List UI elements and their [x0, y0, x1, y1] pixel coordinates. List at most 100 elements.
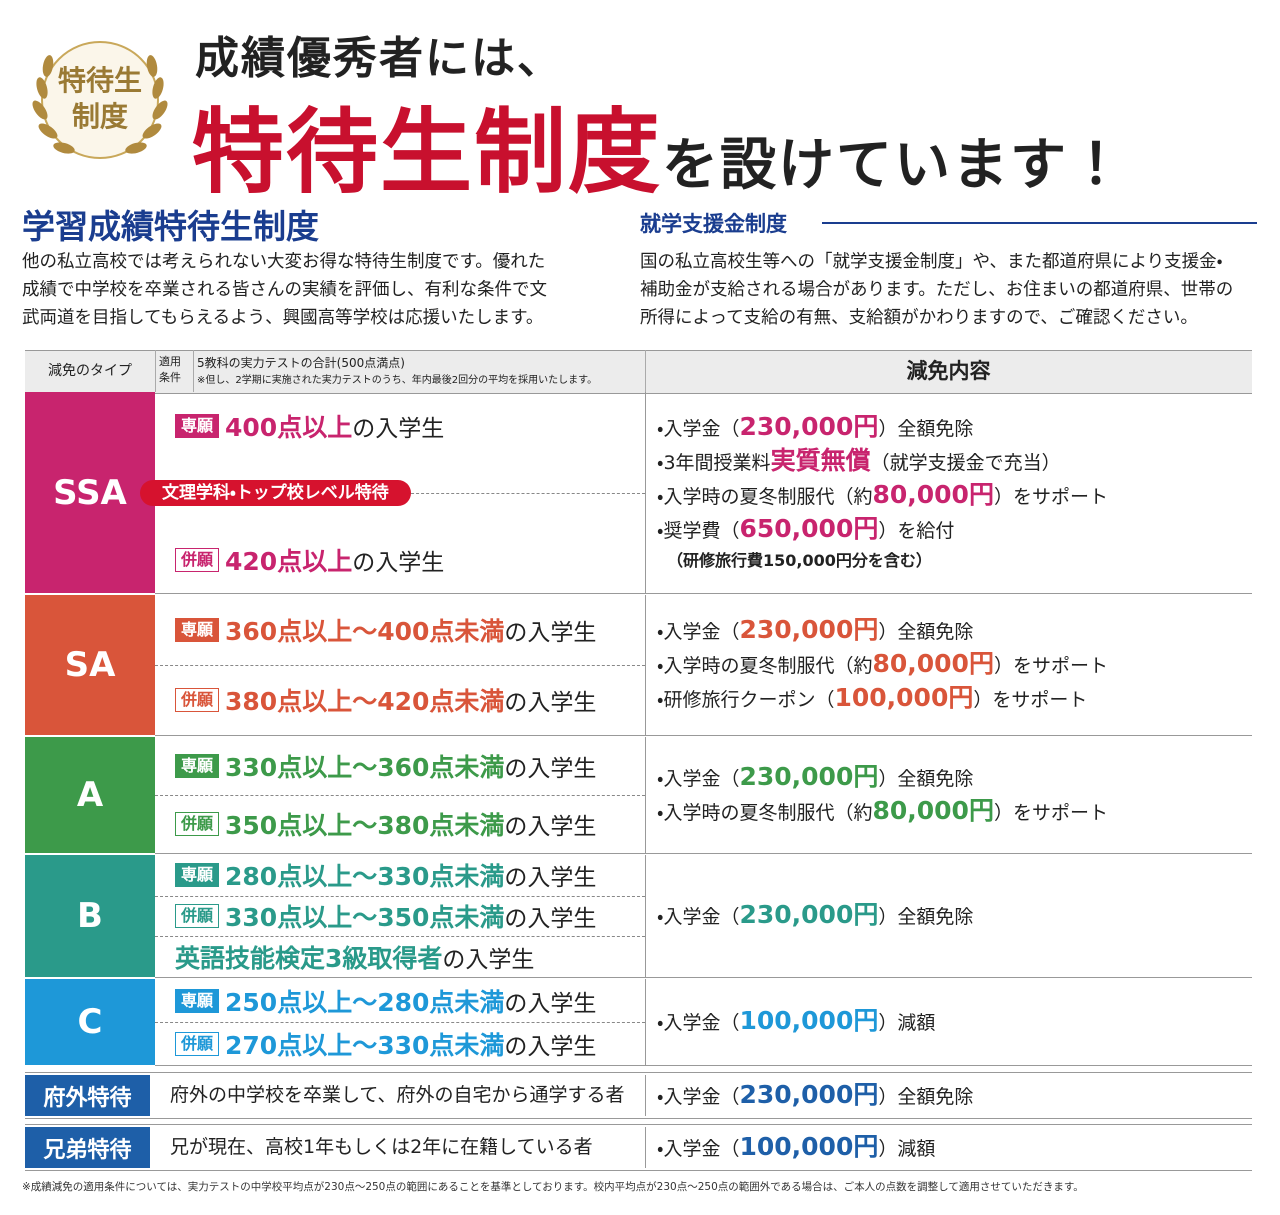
head-cond-label-line: 適用 [159, 355, 181, 368]
highlight: 360点以上～400点未満 [225, 617, 505, 646]
text: ）をサポート [973, 689, 1088, 711]
text: ・3年間授業料 [657, 452, 771, 474]
benefit-line: ・研修旅行クーポン（100,000円）をサポート [657, 682, 1252, 716]
tag: 併願 [175, 903, 220, 928]
condition: 併願 330点以上～350点未満 の入学生 [155, 896, 645, 937]
dash [155, 1022, 645, 1023]
condition: 英語技能検定3級取得者 の入学生 [155, 936, 645, 977]
text: ）全額免除 [878, 1085, 974, 1108]
text: ）をサポート [993, 486, 1108, 508]
body-line: 補助金が支給される場合があります。ただし、お住まいの都道府県、世帯の [640, 280, 1234, 300]
benefit-cell: ・入学金（100,000円）減額 [645, 1127, 1252, 1168]
highlight: 420点以上 [225, 546, 353, 576]
text: の入学生 [442, 946, 535, 973]
tag: 併願 [175, 547, 220, 572]
highlight: 250点以上～280点未満 [225, 987, 505, 1017]
col-line [645, 1127, 646, 1168]
headline: 成績優秀者には、 [195, 33, 563, 84]
col-line [193, 350, 194, 392]
text: （就学支援金で充当） [870, 452, 1061, 474]
text: ）減額 [878, 1012, 936, 1034]
benefit-line: ・入学金（230,000円）全額免除 [657, 761, 1252, 795]
head-cond-label: 適用 条件 [159, 354, 181, 386]
dash [155, 665, 645, 666]
highlight: 350点以上～380点未満 [225, 811, 505, 840]
body-line: 国の私立高校生等への「就学支援金制度」や、また都道府県により支援金・ [640, 252, 1223, 272]
highlight: 100,000円 [834, 683, 974, 712]
highlight: 230,000円 [739, 900, 879, 929]
text: ・研修旅行クーポン（ [657, 689, 835, 711]
type-cell: SA [25, 595, 155, 735]
type-cell: B [25, 855, 155, 977]
badge-text: 特待生 [58, 64, 142, 97]
col-line [645, 979, 646, 1065]
benefit-line: （研修旅行費150,000円分を含む） [657, 547, 1252, 574]
row-frame [25, 1124, 1252, 1171]
condition: 併願 380点以上～420点未満 の入学生 [155, 665, 645, 735]
row-border [155, 853, 1252, 854]
body-line: 成績で中学校を卒業される皆さんの実績を評価し、有利な条件で文 [22, 280, 547, 300]
highlight: 実質無償 [770, 446, 871, 475]
condition-cell: 専願 360点以上～400点未満 の入学生 併願 380点以上～420点未満 の入学生 [155, 595, 645, 735]
text: ）全額免除 [878, 906, 974, 928]
highlight: 330点以上～360点未満 [225, 753, 505, 782]
highlight: 80,000円 [872, 796, 994, 825]
head-cond-note: ※但し、2学期に実施された実力テストのうち、年内最後2回分の平均を採用いたします… [197, 375, 598, 386]
condition: 専願 360点以上～400点未満 の入学生 [155, 595, 645, 665]
text: ）全額免除 [878, 768, 974, 790]
highlight: 100,000円 [739, 1006, 879, 1035]
text: （研修旅行費150,000円分を含む） [667, 551, 932, 570]
section-title: 学習成績特待生制度 [22, 207, 319, 246]
highlight: 230,000円 [739, 1079, 879, 1109]
col-line [645, 350, 646, 392]
benefit-cell: ・入学金（100,000円）減額 [645, 979, 1252, 1065]
tag: 併願 [175, 688, 220, 712]
col-line [155, 350, 156, 392]
benefit-line: ・3年間授業料実質無償（就学支援金で充当） [657, 445, 1252, 479]
col-line [645, 737, 646, 853]
benefits: ・入学金（230,000円）全額免除 ・入学時の夏冬制服代（約80,000円）をサ… [645, 737, 1252, 853]
text: の入学生 [504, 814, 597, 840]
condition-cell: 専願 400点以上 の入学生 併願 420点以上 の入学生 [155, 392, 645, 593]
type-cell: C [25, 979, 155, 1065]
dash [155, 936, 645, 938]
condition: 併願 270点以上～330点未満 の入学生 [155, 1022, 645, 1065]
section-title: 就学支援金制度 [640, 212, 787, 236]
head-cond-label-line: 条件 [159, 371, 181, 384]
text: ・入学金（ [657, 418, 740, 440]
condition-cell: 専願 330点以上～360点未満 の入学生 併願 350点以上～380点未満 の入学生 [155, 737, 645, 853]
benefit-line: ・入学時の夏冬制服代（約80,000円）をサポート [657, 648, 1252, 682]
text: の入学生 [352, 415, 445, 442]
benefit-line: ・奨学費（650,000円）を給付 [657, 513, 1252, 547]
text: ・入学金（ [657, 768, 740, 790]
benefit-line: ・入学金（230,000円）全額免除 [657, 614, 1252, 648]
highlight: 380点以上～420点未満 [225, 687, 505, 716]
tag: 専願 [175, 618, 220, 642]
row-border [155, 593, 1252, 594]
tag: 専願 [175, 988, 220, 1013]
tag: 併願 [175, 812, 220, 836]
text: の入学生 [504, 620, 597, 646]
condition: 専願 330点以上～360点未満 の入学生 [155, 737, 645, 795]
text: の入学生 [504, 865, 597, 892]
text: ）全額免除 [878, 418, 974, 440]
type-cell: 府外特待 [25, 1075, 150, 1116]
row-border [155, 977, 1252, 978]
benefits: ・入学金（230,000円）全額免除 [645, 1075, 1252, 1116]
condition: 併願 350点以上～380点未満 の入学生 [155, 795, 645, 853]
text: ・入学時の夏冬制服代（約 [657, 655, 873, 677]
text: ・奨学費（ [657, 520, 740, 542]
highlight: 230,000円 [739, 615, 879, 644]
row-frame [25, 1072, 1252, 1119]
highlight: 230,000円 [739, 762, 879, 791]
header-bg [25, 350, 1252, 394]
benefit-line: ・入学金（230,000円）全額免除 [657, 899, 1252, 933]
text: の入学生 [504, 905, 597, 932]
highlight: 270点以上～330点未満 [225, 1030, 505, 1060]
text: ）を給付 [878, 520, 955, 542]
benefit-line: ・入学時の夏冬制服代（約80,000円）をサポート [657, 479, 1252, 513]
row-border [155, 1065, 1252, 1066]
condition: 専願 250点以上～280点未満 の入学生 [155, 979, 645, 1022]
tag: 専願 [175, 754, 220, 778]
